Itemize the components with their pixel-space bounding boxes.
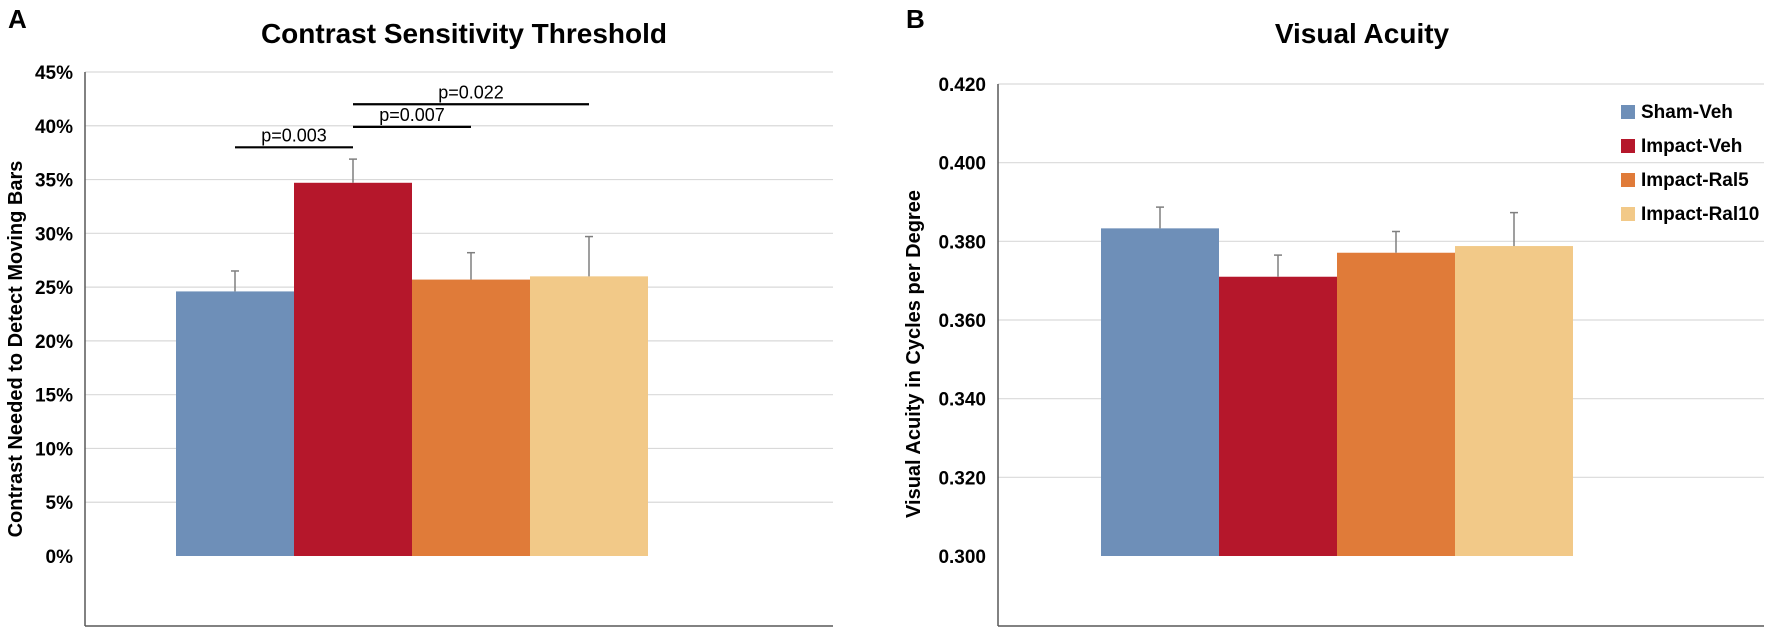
error-bars-a [231,158,593,292]
significance-brackets-a: p=0.003 p=0.007 p=0.022 [235,82,589,149]
y-tick-label-a: 30% [35,224,73,245]
y-tick-label-a: 40% [35,117,73,138]
y-tick-label-a: 10% [35,439,73,460]
y-tick-label-b: 0.320 [938,468,986,489]
y-tick-label-a: 20% [35,332,73,353]
legend-swatch [1621,207,1635,221]
panel-b-visual-acuity: B Visual Acuity 0.300 0.320 0.340 0.360 0.38… [903,4,1764,627]
p-value-label: p=0.022 [438,82,504,102]
y-tick-label-b: 0.380 [938,232,986,253]
y-tick-label-a: 0% [46,547,74,568]
legend-label: Impact-Veh [1641,136,1742,157]
legend-swatch [1621,105,1635,119]
y-tick-labels-a: 0% 5% 10% 15% 20% 25% 30% 35% 40% 45% [35,63,73,568]
bars-b [1101,228,1573,557]
legend-b: Sham-Veh Impact-Veh Impact-Ral5 Impact-Ral1… [1621,102,1759,225]
y-tick-label-b: 0.300 [938,547,986,568]
legend-label: Impact-Ral5 [1641,170,1749,191]
bar-a-impact-ral10 [530,276,648,556]
y-tick-label-a: 35% [35,171,73,192]
y-axis-title-a: Contrast Needed to Detect Moving Bars [5,161,27,538]
y-tick-label-a: 15% [35,386,73,407]
legend-swatch [1621,173,1635,187]
y-tick-label-b: 0.340 [938,390,986,411]
panel-a-contrast-sensitivity: A Contrast Sensitivity Threshold p=0.003… [5,4,833,627]
y-tick-label-a: 45% [35,63,73,84]
chart-title-a: Contrast Sensitivity Threshold [261,18,667,49]
bars-a [176,182,648,556]
bar-b-sham-veh [1101,228,1219,556]
p-value-label: p=0.007 [379,105,445,125]
bar-a-impact-veh [294,182,412,556]
error-bars-b [1156,206,1518,277]
y-tick-label-b: 0.420 [938,75,986,96]
legend-swatch [1621,139,1635,153]
bar-a-sham-veh [176,291,294,556]
y-axis-title-b: Visual Acuity in Cycles per Degree [903,190,925,518]
bar-b-impact-veh [1219,276,1337,556]
p-value-label: p=0.003 [261,125,327,145]
chart-title-b: Visual Acuity [1275,18,1450,49]
y-tick-label-a: 5% [46,493,74,514]
panel-letter-a: A [8,4,27,34]
y-tick-label-b: 0.400 [938,154,986,175]
bar-a-impact-ral5 [412,279,530,556]
legend-label: Sham-Veh [1641,102,1733,123]
bar-b-impact-ral10 [1455,246,1573,556]
bar-b-impact-ral5 [1337,252,1455,557]
y-tick-label-a: 25% [35,278,73,299]
legend-label: Impact-Ral10 [1641,204,1759,225]
y-tick-labels-b: 0.300 0.320 0.340 0.360 0.380 0.400 0.420 [938,75,986,568]
y-tick-label-b: 0.360 [938,311,986,332]
panel-letter-b: B [906,4,925,34]
